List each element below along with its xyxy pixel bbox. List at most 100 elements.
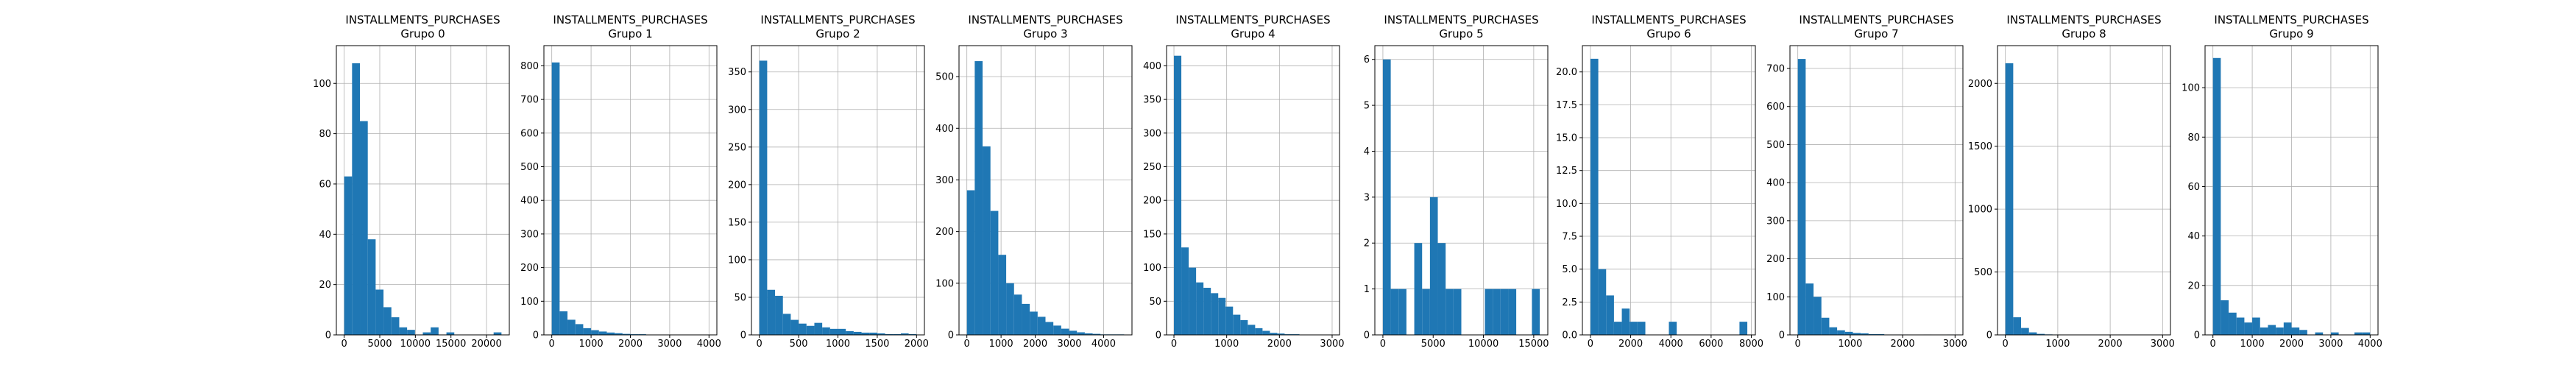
histogram-bar <box>2028 332 2037 335</box>
x-tick-label: 4000 <box>2358 339 2382 350</box>
y-tick-label: 5 <box>1364 101 1370 112</box>
y-tick-label: 7.5 <box>1562 232 1577 243</box>
y-tick-label: 200 <box>520 263 539 274</box>
chart-subtitle: Grupo 4 <box>1231 27 1275 40</box>
x-tick-label: 5000 <box>367 339 392 350</box>
axes-frame <box>336 45 510 336</box>
chart-panel-5: 0 5000 10000 15000 0 1 2 3 4 5 6 INSTALLMENTS_PURCH… <box>1364 13 1549 350</box>
histogram-bar <box>846 330 854 335</box>
histogram-bar <box>1621 308 1630 335</box>
histogram-bar <box>1797 59 1806 335</box>
histogram-bar <box>383 307 392 335</box>
chart-panel-3: 0 1000 2000 3000 4000 0 100 200 300 400 500 INSTALL… <box>935 13 1133 350</box>
axes-frame <box>1582 45 1756 336</box>
histogram-bar <box>829 328 838 335</box>
histogram-bar <box>767 289 776 335</box>
x-tick-label: 2000 <box>2098 339 2123 350</box>
histogram-bar <box>2362 332 2371 335</box>
y-tick-label: 800 <box>520 61 539 72</box>
histogram-bar <box>799 323 807 335</box>
x-tick-label: 0 <box>1380 339 1386 350</box>
y-tick-label: 4 <box>1364 146 1370 158</box>
x-tick-label: 0 <box>964 339 970 350</box>
histogram-bar <box>1844 331 1853 335</box>
histogram-bar <box>1508 289 1517 335</box>
histogram-bar <box>2283 322 2292 335</box>
histogram-bar <box>2221 300 2229 335</box>
y-tick-label: 60 <box>2187 182 2200 193</box>
histogram-bar <box>775 295 783 335</box>
histogram-bar <box>1590 58 1599 335</box>
histogram-bar <box>790 319 799 335</box>
y-tick-label: 400 <box>520 196 539 207</box>
histogram-bar <box>583 328 592 335</box>
histogram-bar <box>1805 283 1814 335</box>
histogram-bar <box>407 330 415 335</box>
y-tick-label: 400 <box>935 124 954 135</box>
y-tick-label: 150 <box>1143 229 1161 240</box>
chart-title: INSTALLMENTS_PURCHASES <box>345 13 500 27</box>
histogram-bar <box>998 255 1007 335</box>
histogram-bar <box>822 327 830 335</box>
histogram-bar <box>1037 316 1046 335</box>
histogram-bar <box>1382 59 1391 335</box>
chart-panel-6: 0 2000 4000 6000 8000 0.0 2.5 5.0 7.5 10.0 12.5 15.… <box>1556 13 1763 350</box>
histogram-bar <box>1181 247 1189 335</box>
histogram-bar <box>974 61 983 335</box>
y-tick-label: 1500 <box>1968 141 1992 152</box>
y-tick-label: 250 <box>1143 162 1161 173</box>
histogram-bar <box>352 63 361 335</box>
histogram-bar <box>2037 333 2045 335</box>
y-tick-label: 300 <box>1766 216 1785 227</box>
histogram-bar <box>1853 333 1861 335</box>
histogram-bar <box>1630 322 1638 335</box>
y-tick-label: 150 <box>728 217 746 228</box>
histogram-bar <box>493 332 502 335</box>
y-tick-label: 50 <box>734 292 746 303</box>
chart-panel-7: 0 1000 2000 3000 0 100 200 300 400 500 600 700 INSTA… <box>1766 13 1967 350</box>
histogram-bar <box>814 322 823 335</box>
x-tick-label: 15000 <box>1518 339 1549 350</box>
histogram-bar <box>1022 303 1030 335</box>
y-tick-label: 100 <box>313 79 331 90</box>
histogram-bar <box>2252 317 2260 335</box>
x-tick-label: 6000 <box>1699 339 1723 350</box>
y-tick-label: 5.0 <box>1562 264 1577 275</box>
histogram-bar <box>2268 325 2276 335</box>
axes-frame <box>1789 45 1964 336</box>
histogram-bar <box>2260 327 2268 335</box>
y-tick-label: 300 <box>520 229 539 240</box>
y-tick-label: 100 <box>1766 292 1785 303</box>
y-tick-label: 100 <box>2182 83 2200 94</box>
chart-title: INSTALLMENTS_PURCHASES <box>1175 13 1330 27</box>
histogram-bar <box>1006 283 1014 335</box>
chart-title: INSTALLMENTS_PURCHASES <box>2006 13 2161 27</box>
x-tick-label: 2000 <box>2279 339 2304 350</box>
x-tick-label: 10000 <box>1468 339 1498 350</box>
y-tick-label: 20 <box>2187 280 2200 291</box>
y-tick-label: 10.0 <box>1556 199 1577 210</box>
y-tick-label: 350 <box>728 67 746 78</box>
y-tick-label: 0 <box>2194 330 2200 342</box>
histogram-bar <box>1613 322 1622 335</box>
x-tick-label: 1000 <box>1214 339 1239 350</box>
y-tick-label: 250 <box>728 142 746 153</box>
x-tick-label: 1000 <box>826 339 850 350</box>
histogram-bar <box>1255 328 1263 335</box>
y-tick-label: 80 <box>319 129 331 140</box>
x-tick-label: 3000 <box>1320 339 1344 350</box>
histogram-bar <box>1437 243 1446 335</box>
histogram-bar <box>422 332 431 335</box>
histogram-bar <box>2276 327 2284 335</box>
histogram-bar <box>1196 282 1204 335</box>
histogram-bar <box>1532 289 1540 335</box>
y-tick-label: 500 <box>1974 267 1992 278</box>
chart-panel-2: 0 500 1000 1500 2000 0 50 100 150 200 250 300 350 INS… <box>728 13 929 350</box>
histogram-bar <box>1211 293 1219 335</box>
histogram-bar <box>853 331 862 335</box>
chart-subtitle: Grupo 6 <box>1646 27 1691 40</box>
x-tick-label: 4000 <box>697 339 721 350</box>
histogram-bar <box>1876 333 1885 335</box>
y-tick-label: 2000 <box>1968 79 1992 90</box>
histogram-bar <box>606 332 615 335</box>
